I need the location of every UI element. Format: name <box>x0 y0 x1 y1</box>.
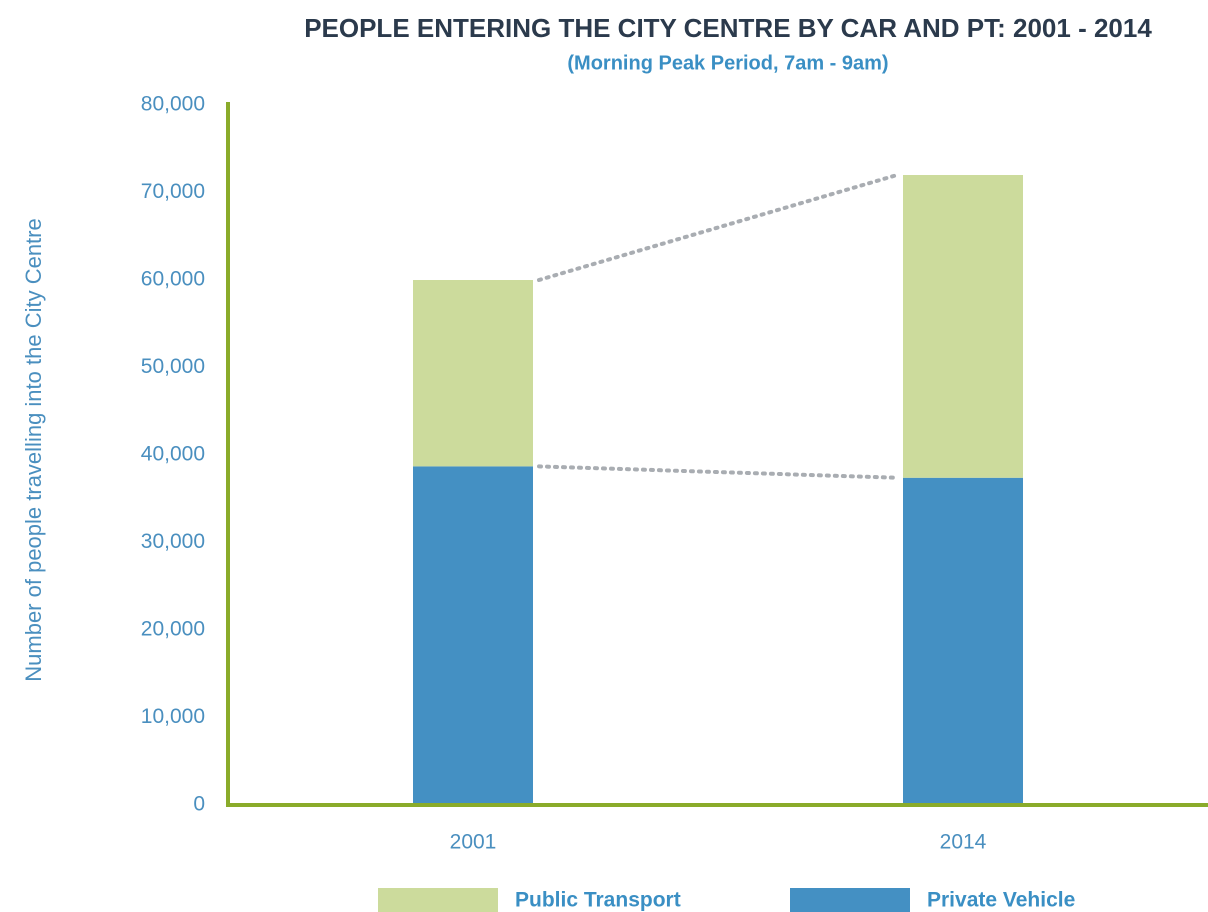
y-axis-label: Number of people travelling into the Cit… <box>21 218 46 681</box>
chart-title: PEOPLE ENTERING THE CITY CENTRE BY CAR A… <box>304 13 1152 43</box>
legend-label: Private Vehicle <box>927 889 1075 912</box>
x-tick-label: 2014 <box>940 831 987 854</box>
legend-swatch <box>790 888 910 912</box>
y-tick-label: 60,000 <box>141 268 205 291</box>
chart-subtitle: (Morning Peak Period, 7am - 9am) <box>567 52 888 74</box>
bar-segment <box>903 477 1023 805</box>
y-tick-label: 0 <box>193 793 205 816</box>
y-tick-label: 40,000 <box>141 443 205 466</box>
y-tick-label: 10,000 <box>141 705 205 728</box>
connector <box>537 173 899 282</box>
bar-segment <box>413 466 533 805</box>
x-tick-label: 2001 <box>450 831 497 854</box>
connector <box>537 464 899 480</box>
legend-label: Public Transport <box>515 889 681 912</box>
bar-segment <box>413 280 533 467</box>
y-tick-label: 80,000 <box>141 93 205 116</box>
bar-segment <box>903 175 1023 478</box>
y-tick-label: 30,000 <box>141 530 205 553</box>
legend-swatch <box>378 888 498 912</box>
y-tick-label: 20,000 <box>141 618 205 641</box>
y-tick-label: 70,000 <box>141 180 205 203</box>
y-tick-label: 50,000 <box>141 355 205 378</box>
